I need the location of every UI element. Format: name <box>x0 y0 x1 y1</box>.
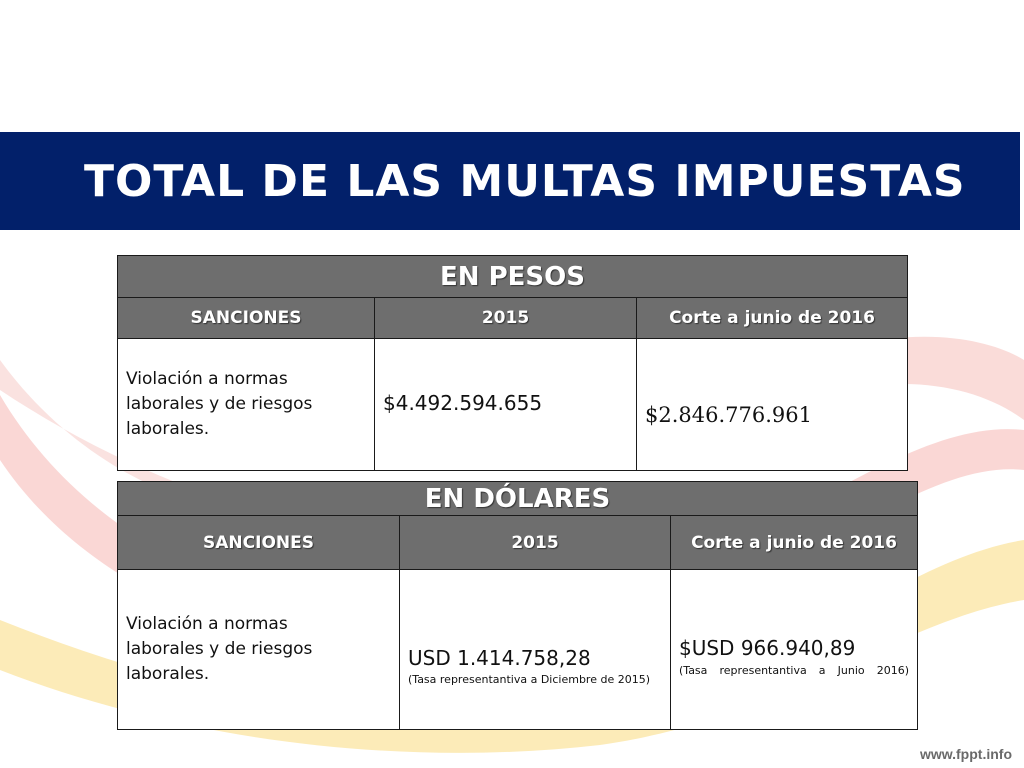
dolares-sancion-cell: Violación a normas laborales y de riesgo… <box>117 569 400 730</box>
dolares-col-sanciones: SANCIONES <box>117 515 400 570</box>
slide-title: TOTAL DE LAS MULTAS IMPUESTAS <box>84 156 966 207</box>
dolares-2016-value: $USD 966.940,89 <box>679 636 856 660</box>
dolares-col-2015: 2015 <box>399 515 671 570</box>
pesos-2016-value: $2.846.776.961 <box>645 403 812 427</box>
dolares-heading: EN DÓLARES <box>116 481 919 516</box>
dolares-col-2016: Corte a junio de 2016 <box>669 515 919 570</box>
title-bar <box>0 132 1020 230</box>
pesos-2015-cell: $4.492.594.655 <box>374 338 637 471</box>
pesos-col-2015: 2015 <box>374 297 637 339</box>
dolares-data-row: Violación a normas laborales y de riesgo… <box>117 569 919 730</box>
pesos-table: EN PESOS SANCIONES 2015 Corte a junio de… <box>116 255 909 471</box>
footer-watermark: www.fppt.info <box>919 746 1012 762</box>
dolares-2015-cell: USD 1.414.758,28 (Tasa representantiva a… <box>399 569 671 730</box>
pesos-2015-value: $4.492.594.655 <box>383 391 543 415</box>
dolares-2016-note: (Tasa representantiva a Junio 2016) <box>679 664 910 677</box>
dolares-2015-note: (Tasa representantiva a Diciembre de 201… <box>408 673 650 686</box>
dolares-sancion-text: Violación a normas laborales y de riesgo… <box>126 614 313 684</box>
dolares-2015-value: USD 1.414.758,28 <box>408 646 591 670</box>
pesos-sancion-cell: Violación a normas laborales y de riesgo… <box>117 338 375 471</box>
pesos-2016-cell: $2.846.776.961 <box>635 338 909 471</box>
dolares-2016-cell: $USD 966.940,89 (Tasa representantiva a … <box>669 569 919 730</box>
pesos-col-2016: Corte a junio de 2016 <box>635 297 909 339</box>
pesos-col-sanciones: SANCIONES <box>117 297 375 339</box>
pesos-sancion-text: Violación a normas laborales y de riesgo… <box>126 369 313 439</box>
pesos-data-row: Violación a normas laborales y de riesgo… <box>117 338 909 471</box>
dolares-table: EN DÓLARES SANCIONES 2015 Corte a junio … <box>116 481 919 730</box>
pesos-heading: EN PESOS <box>116 255 909 298</box>
